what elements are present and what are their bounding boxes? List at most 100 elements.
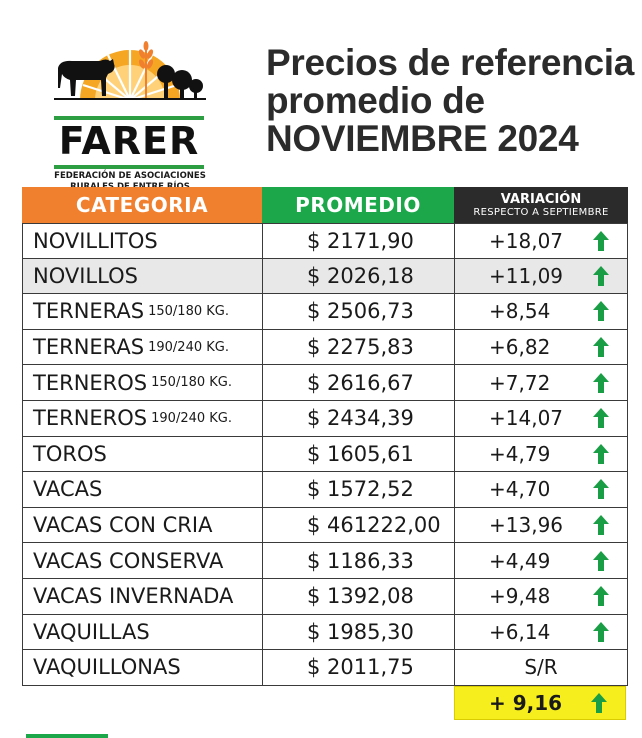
category-cell: NOVILLOS — [23, 258, 263, 294]
category-cell: TERNERAS 150/180 KG. — [23, 294, 263, 329]
logo-name: FARER — [58, 119, 200, 163]
variation-cell: +13,96 — [455, 508, 627, 543]
table-row: VACAS INVERNADA $ 1392,08 +9,48 — [23, 578, 627, 615]
category-cell: TERNEROS 150/180 KG. — [23, 365, 263, 400]
variation-cell: +7,72 — [455, 365, 627, 400]
variation-cell: +8,54 — [455, 294, 627, 329]
average-price-cell: $ 2434,39 — [263, 400, 455, 436]
category-cell: NOVILLITOS — [23, 224, 263, 258]
title-line2: promedio de — [266, 80, 485, 121]
table-row: TERNERAS 150/180 KG. $ 2506,73 +8,54 — [23, 294, 627, 330]
logo-bar-bottom — [54, 165, 204, 169]
header-variation: VARIACIÓN RESPECTO A SEPTIEMBRE — [454, 187, 628, 223]
up-arrow-icon — [593, 550, 609, 571]
up-arrow-icon — [593, 301, 609, 322]
category-name: TERNEROS — [33, 370, 148, 395]
variation-cell: +18,07 — [455, 224, 627, 258]
variation-cell: +11,09 — [455, 259, 627, 294]
category-name: VACAS CON CRIA — [33, 513, 213, 538]
average-price-cell: $ 2171,90 — [263, 224, 455, 258]
category-cell: VAQUILLAS — [23, 614, 263, 650]
table-body: NOVILLITOS $ 2171,90 +18,07 NOVILLOS $ 2026,… — [22, 223, 628, 686]
header-average: PROMEDIO — [262, 187, 454, 223]
cow-icon — [58, 59, 115, 96]
category-size: 190/240 KG. — [151, 410, 232, 426]
average-price-cell: $ 461222,00 — [263, 507, 455, 543]
total-variation-cell: + 9,16 — [454, 686, 626, 720]
logo-emblem-icon — [54, 41, 206, 100]
header-category: CATEGORIA — [22, 187, 262, 223]
average-price-cell: $ 2506,73 — [263, 294, 455, 329]
table-row: VAQUILLONAS $ 2011,75 S/R — [23, 650, 627, 686]
average-price-cell: $ 1392,08 — [263, 578, 455, 614]
up-arrow-icon — [593, 408, 609, 429]
up-arrow-icon — [591, 693, 607, 713]
category-name: VACAS INVERNADA — [33, 584, 234, 609]
footer-accent-bar — [26, 734, 108, 738]
table-row: TOROS $ 1605,61 +4,79 — [23, 436, 627, 473]
average-price-cell: $ 1605,61 — [263, 436, 455, 472]
average-price-cell: $ 1186,33 — [263, 543, 455, 578]
table-row: VAQUILLAS $ 1985,30 +6,14 — [23, 614, 627, 651]
wheat-icon — [138, 41, 154, 100]
variation-value: +9,48 — [489, 584, 551, 609]
table-row: VACAS $ 1572,52 +4,70 — [23, 472, 627, 508]
logo-subtitle-line1: FEDERACIÓN DE ASOCIACIONES — [54, 171, 206, 181]
variation-cell: +4,79 — [455, 437, 627, 472]
farer-logo: FARER FEDERACIÓN DE ASOCIACIONES RURALES… — [50, 28, 210, 192]
variation-value: +4,49 — [489, 548, 551, 573]
up-arrow-icon — [593, 372, 609, 393]
category-size: 190/240 KG. — [148, 339, 229, 355]
average-price-cell: $ 1572,52 — [263, 472, 455, 507]
category-name: VAQUILLAS — [33, 619, 150, 644]
category-cell: VACAS CON CRIA — [23, 507, 263, 543]
category-size: 150/180 KG. — [148, 303, 229, 319]
category-name: TERNERAS — [33, 299, 145, 324]
variation-value: S/R — [524, 655, 558, 680]
variation-value: +13,96 — [489, 513, 564, 538]
average-price-cell: $ 2026,18 — [263, 258, 455, 294]
variation-value: +14,07 — [489, 406, 564, 431]
logo-bar-top — [54, 116, 204, 120]
variation-value: +4,70 — [489, 477, 551, 502]
variation-cell: +4,70 — [455, 472, 627, 507]
up-arrow-icon — [593, 586, 609, 607]
table-header: CATEGORIA PROMEDIO VARIACIÓN RESPECTO A … — [22, 187, 628, 223]
title-line3: NOVIEMBRE 2024 — [266, 118, 579, 159]
table-row: TERNEROS 190/240 KG. $ 2434,39 +14,07 — [23, 400, 627, 437]
trees-icon — [157, 65, 203, 100]
category-cell: VACAS INVERNADA — [23, 578, 263, 614]
up-arrow-icon — [593, 515, 609, 536]
variation-value: +11,09 — [489, 263, 564, 288]
category-name: VACAS — [33, 477, 103, 502]
category-cell: TERNERAS 190/240 KG. — [23, 329, 263, 365]
up-arrow-icon — [593, 337, 609, 358]
category-name: TOROS — [33, 441, 107, 466]
category-size: 150/180 KG. — [151, 375, 232, 391]
category-cell: VACAS CONSERVA — [23, 543, 263, 578]
category-name: NOVILLITOS — [33, 228, 158, 253]
up-arrow-icon — [593, 443, 609, 464]
category-cell: TERNEROS 190/240 KG. — [23, 400, 263, 436]
variation-cell: S/R — [455, 650, 627, 685]
average-price-cell: $ 2616,67 — [263, 365, 455, 400]
category-name: TERNEROS — [33, 406, 148, 431]
variation-value: +6,82 — [489, 335, 551, 360]
page-title: Precios de referencia promedio de NOVIEM… — [266, 44, 634, 159]
up-arrow-icon — [593, 479, 609, 500]
header-variation-subtitle: RESPECTO A SEPTIEMBRE — [473, 206, 609, 218]
variation-cell: +14,07 — [455, 401, 627, 436]
average-price-cell: $ 2275,83 — [263, 329, 455, 365]
category-name: NOVILLOS — [33, 263, 138, 288]
price-table: CATEGORIA PROMEDIO VARIACIÓN RESPECTO A … — [22, 187, 628, 686]
category-name: VACAS CONSERVA — [33, 548, 224, 573]
table-row: NOVILLOS $ 2026,18 +11,09 — [23, 258, 627, 295]
up-arrow-icon — [593, 621, 609, 642]
variation-cell: +9,48 — [455, 579, 627, 614]
table-row: NOVILLITOS $ 2171,90 +18,07 — [23, 223, 627, 259]
header-variation-title: VARIACIÓN — [500, 191, 582, 207]
category-cell: VAQUILLONAS — [23, 650, 263, 685]
average-price-cell: $ 1985,30 — [263, 614, 455, 650]
table-row: VACAS CON CRIA $ 461222,00 +13,96 — [23, 507, 627, 544]
total-variation-value: + 9,16 — [489, 691, 563, 715]
